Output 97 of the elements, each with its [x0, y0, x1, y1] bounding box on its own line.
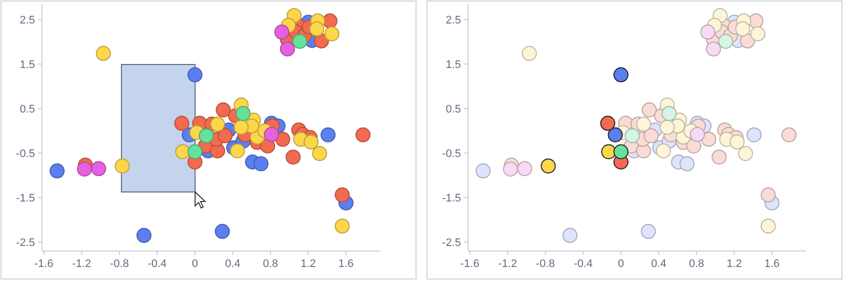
x-tick-label: -1.6	[460, 258, 480, 270]
point	[760, 218, 776, 234]
point	[636, 116, 652, 132]
point	[286, 150, 301, 165]
point	[230, 143, 245, 158]
point	[746, 127, 762, 142]
point	[517, 161, 532, 176]
point	[91, 161, 106, 176]
y-tick-label: 0.5	[20, 104, 35, 116]
x-tick-label: 0.4	[651, 258, 666, 270]
x-tick-label: 1.2	[726, 258, 742, 270]
point	[730, 134, 745, 150]
point	[735, 21, 750, 36]
point	[700, 24, 716, 40]
point	[76, 162, 92, 177]
y-tick-label: -1.5	[16, 192, 35, 205]
point	[334, 187, 350, 202]
y-tick-label: 2.5	[20, 14, 35, 27]
x-tick-label: -0.8	[536, 258, 555, 270]
point	[264, 126, 279, 142]
point	[476, 163, 491, 178]
point	[642, 102, 657, 118]
point	[320, 127, 336, 142]
point	[280, 41, 295, 56]
y-tick-label: -1.5	[442, 192, 461, 205]
y-tick-label: 2.5	[446, 14, 461, 27]
point	[782, 127, 797, 142]
x-tick-label: 0.8	[688, 258, 704, 270]
point	[304, 134, 319, 150]
point	[600, 116, 616, 131]
x-tick-label: 1.2	[300, 258, 316, 270]
point	[656, 143, 671, 158]
x-tick-label: 0	[618, 258, 624, 270]
point	[624, 128, 640, 144]
point	[309, 21, 324, 36]
x-tick-label: -0.4	[148, 258, 167, 270]
y-tick-label: 0.5	[446, 104, 461, 116]
point	[540, 158, 556, 174]
point	[175, 144, 190, 160]
x-tick-label: 0	[192, 258, 198, 270]
point	[312, 146, 328, 162]
point	[274, 24, 290, 40]
point	[706, 41, 721, 56]
point	[174, 116, 190, 131]
point	[760, 187, 776, 202]
point	[660, 120, 675, 135]
point	[680, 156, 695, 172]
point	[601, 144, 616, 160]
y-tick-label: -0.5	[442, 148, 461, 160]
point	[210, 116, 226, 132]
point	[198, 128, 214, 144]
y-tick-label: -2.5	[442, 237, 461, 250]
point	[662, 106, 677, 121]
point	[187, 67, 202, 82]
point	[356, 127, 371, 142]
point	[644, 128, 659, 144]
point	[236, 106, 251, 121]
point	[718, 34, 734, 49]
point	[690, 126, 705, 142]
x-tick-label: -1.6	[34, 258, 54, 270]
x-tick-label: -0.4	[574, 258, 593, 270]
point	[334, 218, 350, 234]
point	[50, 163, 65, 178]
point	[136, 228, 152, 243]
point	[640, 224, 656, 239]
point	[292, 34, 308, 49]
point	[214, 224, 230, 239]
x-tick-label: 0.4	[225, 258, 240, 270]
y-tick-label: -2.5	[16, 237, 35, 250]
point	[701, 132, 716, 147]
point	[502, 162, 518, 177]
y-tick-label: -0.5	[16, 148, 35, 160]
point	[613, 144, 628, 160]
point	[324, 26, 340, 42]
point	[608, 127, 623, 142]
x-tick-label: -1.2	[498, 258, 518, 270]
y-tick-label: 1.5	[446, 59, 461, 72]
y-tick-label: 1.5	[20, 59, 35, 72]
point	[187, 144, 202, 160]
point	[522, 46, 537, 61]
point	[218, 128, 233, 144]
x-tick-label: -1.2	[72, 258, 92, 270]
x-tick-label: -0.8	[110, 258, 129, 270]
point	[216, 102, 231, 118]
point	[254, 156, 269, 172]
point	[712, 150, 727, 165]
x-tick-label: 0.8	[262, 258, 278, 270]
point	[275, 132, 290, 147]
point	[96, 46, 111, 61]
point	[750, 26, 766, 42]
x-tick-label: 1.6	[338, 258, 354, 270]
point	[562, 228, 578, 243]
point	[114, 158, 130, 174]
x-tick-label: 1.6	[764, 258, 780, 270]
point	[234, 120, 249, 135]
point	[613, 67, 628, 82]
point	[738, 146, 754, 162]
